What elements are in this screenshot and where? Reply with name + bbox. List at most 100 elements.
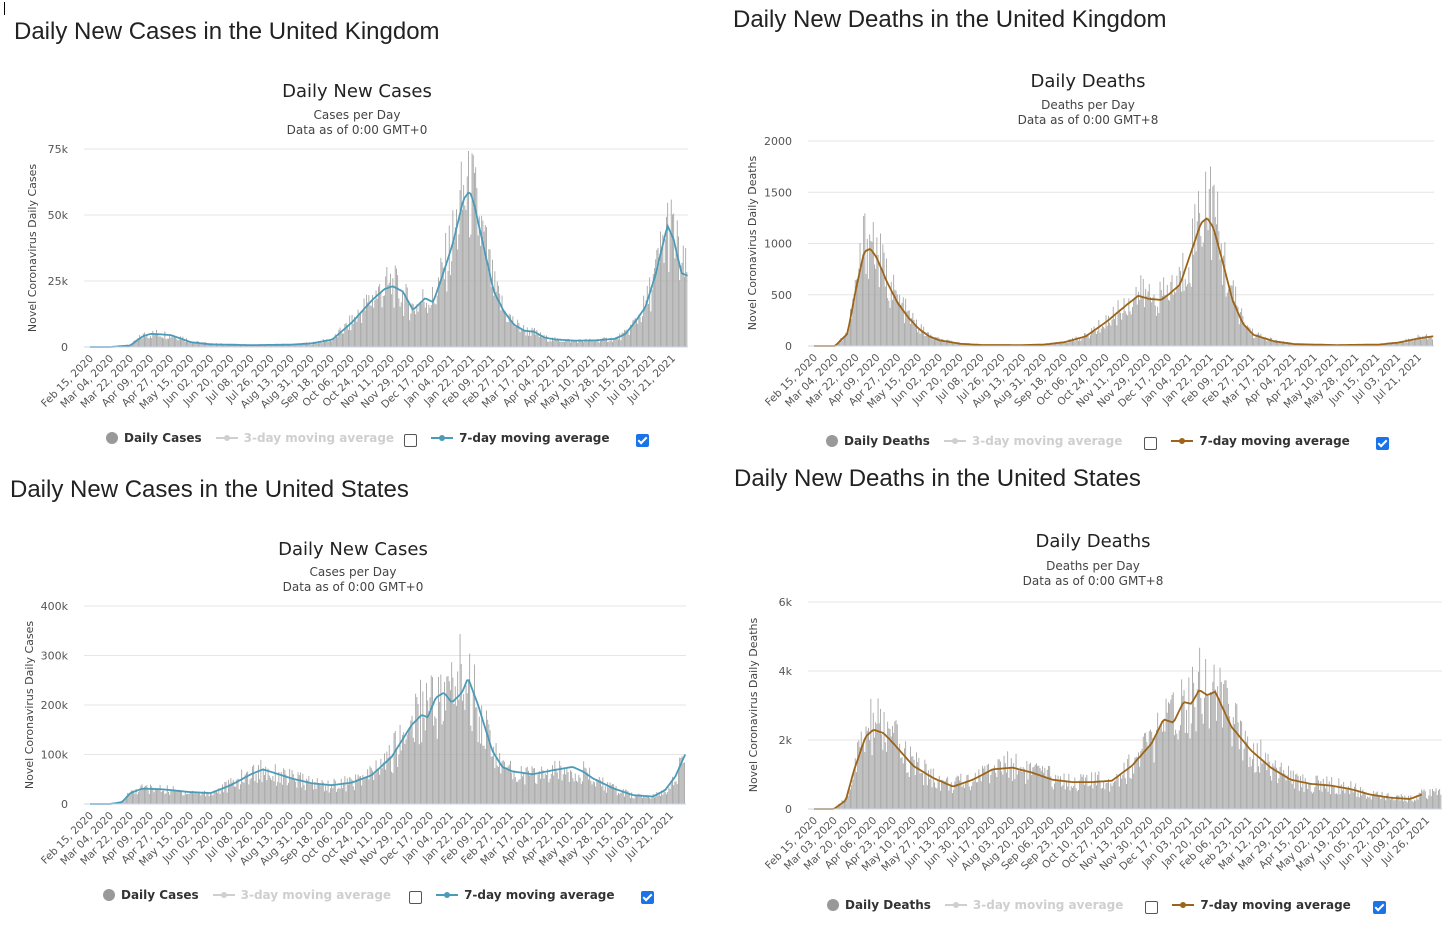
bar	[888, 300, 890, 346]
bar	[494, 768, 496, 804]
bar	[681, 262, 683, 347]
bar	[434, 716, 436, 804]
avg3-checkbox[interactable]	[1144, 436, 1158, 450]
legend-3day-avg[interactable]: 3-day moving average	[944, 898, 1123, 912]
avg7-checkbox[interactable]	[1372, 900, 1386, 914]
bar	[1012, 780, 1013, 809]
bar	[664, 792, 666, 804]
y-tick-label: 0	[61, 798, 68, 811]
bar	[650, 798, 652, 804]
bar	[1120, 312, 1121, 346]
bar	[1188, 677, 1190, 809]
bar	[464, 709, 466, 804]
bar	[1186, 710, 1187, 809]
legend-label: 7-day moving average	[1200, 898, 1351, 912]
bar	[869, 740, 871, 809]
legend-daily-bars[interactable]: Daily Cases	[103, 888, 199, 902]
bar	[579, 777, 581, 804]
bar	[141, 784, 143, 804]
bar	[1232, 280, 1234, 346]
avg7-checkbox[interactable]	[1375, 436, 1389, 450]
bar	[1211, 259, 1213, 346]
bar	[222, 344, 223, 347]
bar	[1276, 339, 1277, 346]
bar	[301, 787, 303, 804]
bar	[349, 315, 351, 347]
avg7-checkbox[interactable]	[640, 890, 654, 904]
bar	[954, 343, 956, 346]
bar	[393, 732, 395, 804]
bar	[477, 235, 479, 347]
avg3-checkbox[interactable]	[409, 890, 423, 904]
bar	[1099, 332, 1101, 346]
bar	[390, 756, 391, 804]
bar	[1352, 792, 1354, 809]
bar	[864, 213, 866, 346]
bar	[988, 763, 989, 809]
bar	[648, 795, 649, 804]
bar	[494, 271, 496, 347]
bar	[1093, 781, 1095, 809]
bar	[1076, 791, 1078, 809]
bar	[476, 187, 478, 347]
bar	[929, 336, 931, 346]
bar	[911, 756, 913, 809]
bar	[1306, 783, 1307, 809]
avg3-checkbox[interactable]	[404, 433, 418, 447]
legend-3day-avg[interactable]: 3-day moving average	[215, 431, 394, 445]
bar	[1086, 774, 1088, 809]
bar	[914, 324, 916, 346]
legend-daily-bars[interactable]: Daily Cases	[106, 431, 202, 445]
bar	[655, 259, 657, 347]
avg7-checkbox[interactable]	[635, 433, 649, 447]
bar	[424, 307, 426, 347]
bar	[297, 772, 299, 804]
bar	[1381, 791, 1383, 809]
bar	[446, 676, 448, 804]
bar	[501, 295, 503, 347]
legend-7day-avg[interactable]: 7-day moving average	[436, 888, 615, 902]
bar	[1096, 785, 1097, 809]
bar	[1104, 328, 1106, 346]
bar	[1213, 664, 1215, 809]
bar	[934, 782, 935, 809]
bar	[337, 788, 339, 804]
bar	[442, 267, 444, 347]
bar	[444, 279, 445, 347]
bar	[492, 259, 493, 347]
bar	[1079, 338, 1081, 346]
bar	[1132, 766, 1133, 809]
bar	[350, 330, 352, 347]
bar	[561, 341, 563, 347]
bar	[504, 310, 505, 347]
bar	[1409, 339, 1411, 346]
bar	[195, 791, 197, 804]
bar	[244, 345, 246, 347]
bar	[1338, 778, 1340, 809]
bar	[625, 789, 627, 804]
legend-3day-avg[interactable]: 3-day moving average	[943, 434, 1122, 448]
bar	[274, 764, 276, 804]
bar	[178, 339, 180, 347]
legend-7day-avg[interactable]: 7-day moving average	[1171, 434, 1350, 448]
bar	[188, 794, 190, 804]
legend-7day-avg[interactable]: 7-day moving average	[1172, 898, 1351, 912]
avg3-checkbox[interactable]	[1145, 900, 1159, 914]
bar	[465, 685, 467, 804]
bar	[184, 791, 186, 804]
bar	[901, 302, 903, 346]
bar	[182, 795, 184, 804]
bar	[573, 340, 575, 347]
bar	[1370, 799, 1372, 809]
bar	[334, 780, 336, 804]
bar	[610, 784, 612, 804]
legend-3day-avg[interactable]: 3-day moving average	[212, 888, 391, 902]
bar	[470, 234, 472, 347]
bar	[1150, 729, 1151, 809]
legend-daily-bars[interactable]: Daily Deaths	[826, 434, 930, 448]
legend-daily-bars[interactable]: Daily Deaths	[827, 898, 931, 912]
bar	[1279, 766, 1281, 809]
bar	[880, 233, 881, 346]
legend-7day-avg[interactable]: 7-day moving average	[431, 431, 610, 445]
bar	[246, 772, 247, 804]
